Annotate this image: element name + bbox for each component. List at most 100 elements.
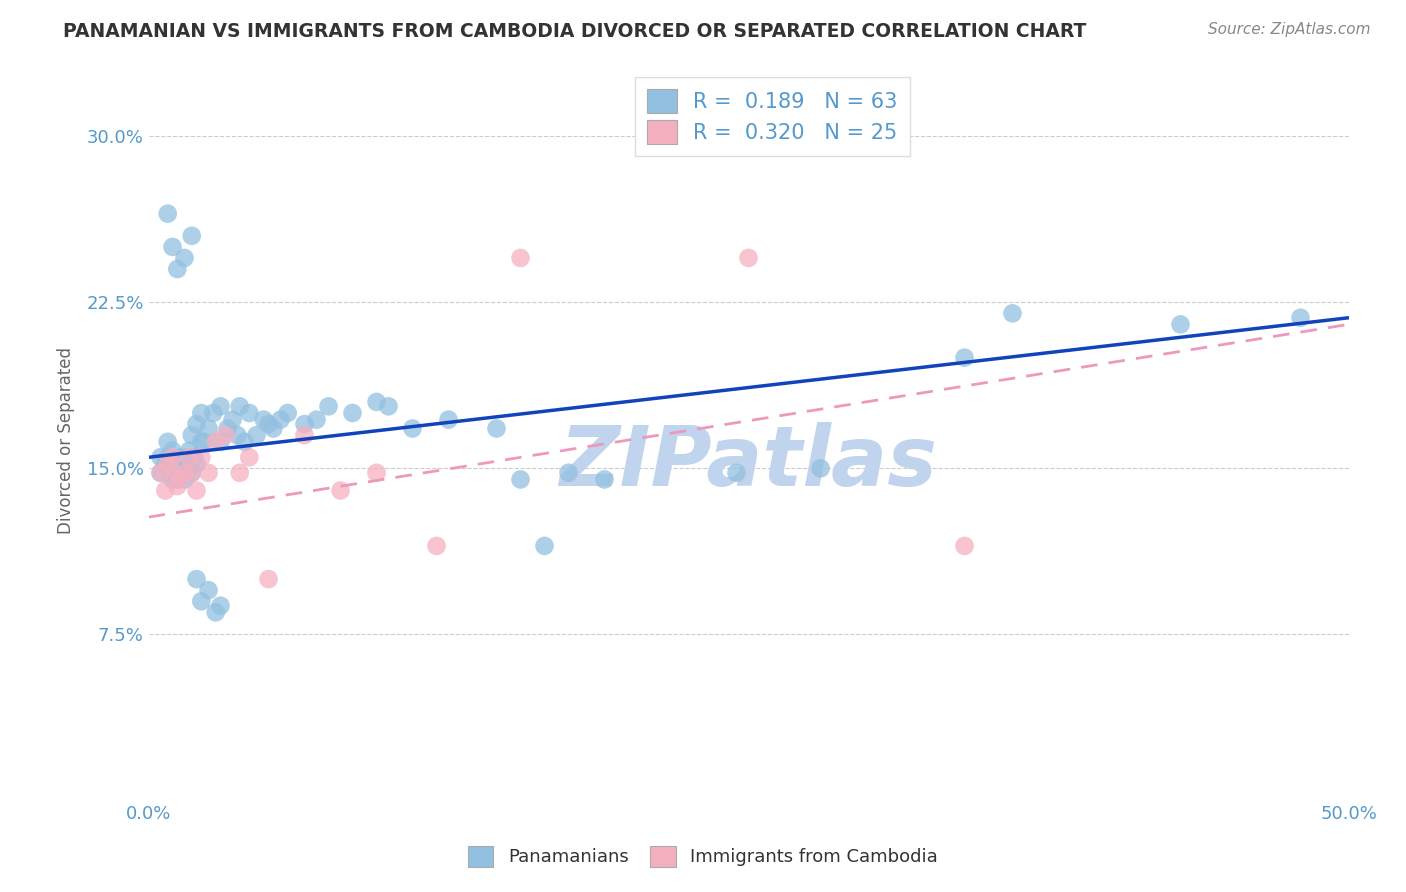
Point: [197, 583, 219, 598]
Point: [190, 594, 212, 608]
Point: [156, 457, 179, 471]
Point: [262, 421, 284, 435]
Point: [197, 421, 219, 435]
Point: [180, 466, 202, 480]
Point: [277, 406, 299, 420]
Point: [509, 473, 531, 487]
Point: [329, 483, 352, 498]
Point: [318, 400, 340, 414]
Point: [425, 539, 447, 553]
Point: [169, 466, 191, 480]
Point: [401, 421, 423, 435]
Point: [485, 421, 508, 435]
Point: [253, 412, 276, 426]
Point: [186, 457, 208, 471]
Point: [366, 395, 388, 409]
Point: [169, 473, 191, 487]
Point: [173, 466, 195, 480]
Point: [204, 434, 226, 449]
Point: [953, 539, 976, 553]
Point: [377, 400, 399, 414]
Point: [149, 466, 172, 480]
Point: [155, 457, 177, 471]
Point: [173, 251, 195, 265]
Point: [209, 400, 232, 414]
Point: [162, 466, 184, 480]
Point: [166, 473, 188, 487]
Point: [180, 466, 202, 480]
Text: PANAMANIAN VS IMMIGRANTS FROM CAMBODIA DIVORCED OR SEPARATED CORRELATION CHART: PANAMANIAN VS IMMIGRANTS FROM CAMBODIA D…: [63, 22, 1087, 41]
Point: [257, 572, 280, 586]
Point: [204, 605, 226, 619]
Point: [229, 466, 252, 480]
Point: [190, 406, 212, 420]
Legend: Panamanians, Immigrants from Cambodia: Panamanians, Immigrants from Cambodia: [461, 838, 945, 874]
Point: [179, 443, 201, 458]
Point: [180, 428, 202, 442]
Point: [156, 434, 179, 449]
Point: [437, 412, 460, 426]
Point: [366, 466, 388, 480]
Point: [221, 412, 243, 426]
Point: [162, 466, 184, 480]
Point: [270, 412, 292, 426]
Point: [509, 251, 531, 265]
Point: [162, 457, 184, 471]
Point: [953, 351, 976, 365]
Point: [226, 428, 249, 442]
Point: [162, 240, 184, 254]
Point: [190, 434, 212, 449]
Y-axis label: Divorced or Separated: Divorced or Separated: [58, 347, 75, 534]
Legend: R =  0.189   N = 63, R =  0.320   N = 25: R = 0.189 N = 63, R = 0.320 N = 25: [636, 77, 910, 156]
Point: [162, 473, 184, 487]
Text: Source: ZipAtlas.com: Source: ZipAtlas.com: [1208, 22, 1371, 37]
Point: [173, 466, 195, 480]
Point: [245, 428, 267, 442]
Point: [305, 412, 328, 426]
Point: [193, 434, 215, 449]
Point: [176, 450, 198, 465]
Point: [557, 466, 579, 480]
Point: [229, 400, 252, 414]
Point: [169, 450, 191, 465]
Point: [173, 473, 195, 487]
Point: [533, 539, 555, 553]
Point: [166, 262, 188, 277]
Point: [166, 479, 188, 493]
Point: [155, 483, 177, 498]
Point: [725, 466, 748, 480]
Point: [162, 443, 184, 458]
Point: [209, 434, 232, 449]
Point: [294, 417, 316, 431]
Point: [202, 406, 225, 420]
Point: [149, 450, 172, 465]
Point: [238, 406, 260, 420]
Point: [156, 450, 179, 465]
Point: [209, 599, 232, 613]
Point: [162, 450, 184, 465]
Point: [197, 466, 219, 480]
Text: ZIPatlas: ZIPatlas: [560, 422, 938, 503]
Point: [1001, 306, 1024, 320]
Point: [233, 434, 256, 449]
Point: [294, 428, 316, 442]
Point: [186, 572, 208, 586]
Point: [159, 461, 181, 475]
Point: [1170, 318, 1192, 332]
Point: [149, 466, 172, 480]
Point: [217, 421, 239, 435]
Point: [1289, 310, 1312, 325]
Point: [183, 450, 205, 465]
Point: [186, 417, 208, 431]
Point: [186, 483, 208, 498]
Point: [214, 428, 236, 442]
Point: [156, 207, 179, 221]
Point: [737, 251, 759, 265]
Point: [238, 450, 260, 465]
Point: [190, 450, 212, 465]
Point: [179, 461, 201, 475]
Point: [179, 450, 201, 465]
Point: [342, 406, 364, 420]
Point: [593, 473, 616, 487]
Point: [173, 457, 195, 471]
